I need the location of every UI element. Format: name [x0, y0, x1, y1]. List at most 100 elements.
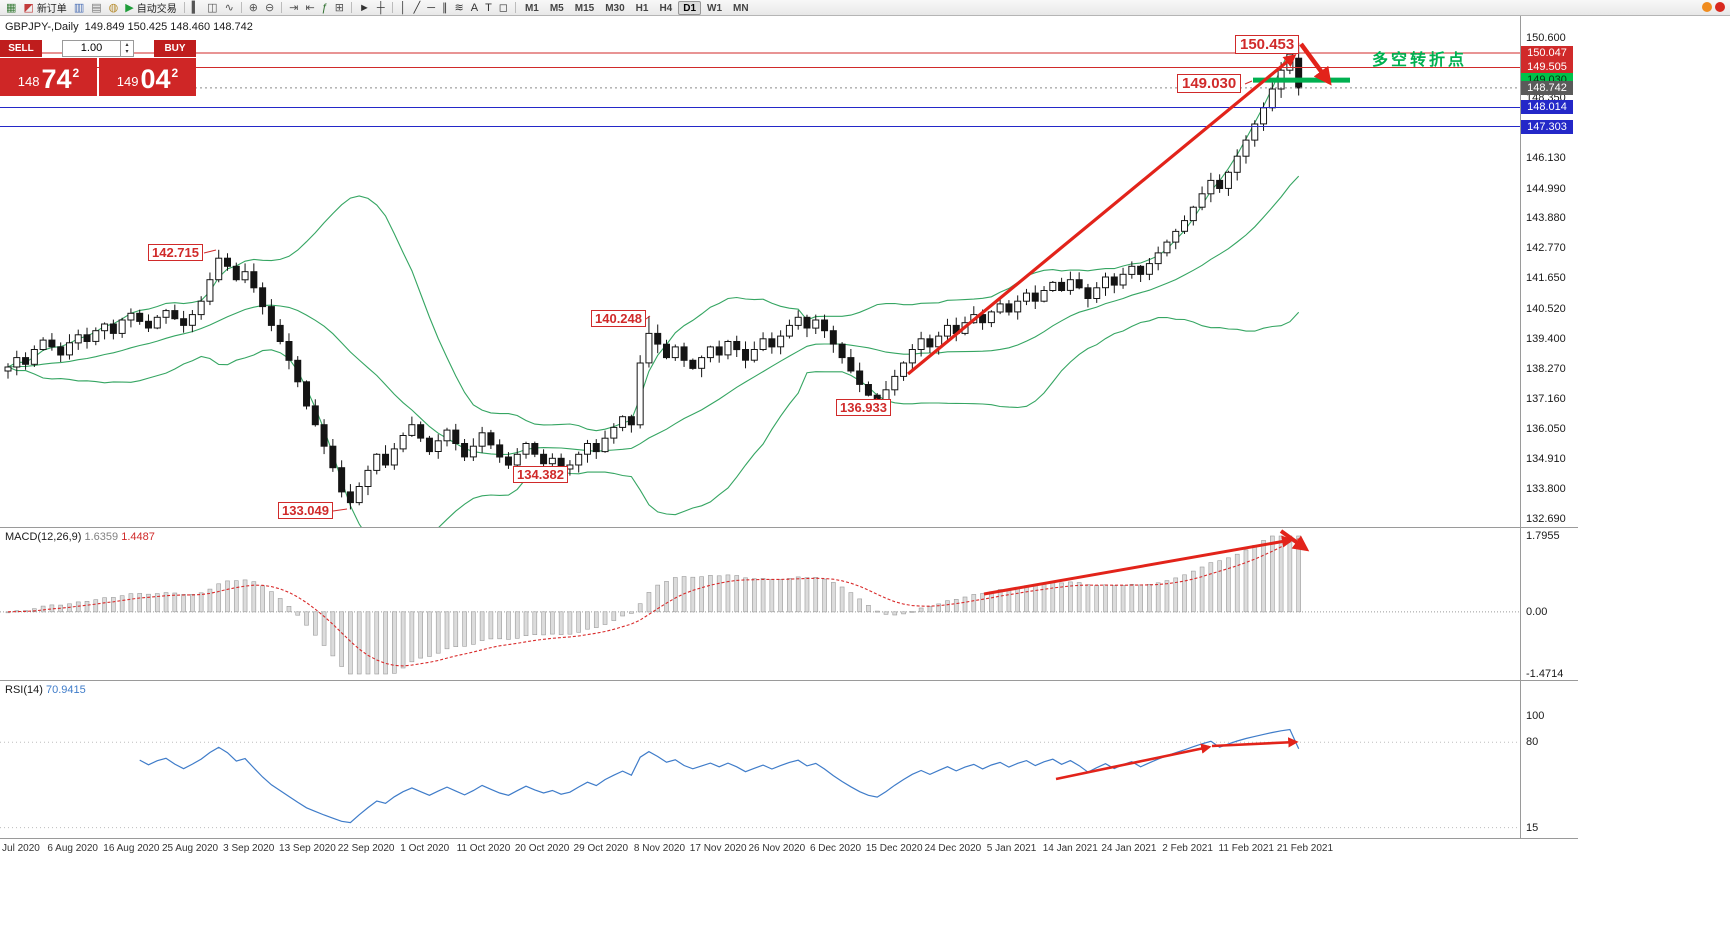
volume-input[interactable]: 1.00 ▴ ▾: [62, 40, 134, 57]
rsi-line: [139, 728, 1300, 824]
toolbar-separator: [183, 2, 185, 13]
timeframe-mn-button[interactable]: MN: [733, 2, 749, 14]
price-tick: 140.520: [1526, 302, 1566, 315]
volume-down-icon[interactable]: ▾: [125, 48, 129, 55]
buy-price-pips: 04: [140, 64, 171, 94]
panel-separator[interactable]: [0, 527, 1578, 528]
panel-separator[interactable]: [0, 680, 1578, 681]
price-label-blue: 148.014: [1521, 100, 1573, 115]
macd-label: MACD(12,26,9) 1.6359 1.4487: [5, 531, 155, 543]
new-order-button[interactable]: ◩ 新订单: [20, 1, 69, 16]
buy-price-frac: 2: [171, 66, 179, 80]
date-label: 2 Feb 2021: [1162, 843, 1213, 854]
trend-arrow[interactable]: [983, 535, 1294, 596]
candlestick-chart-button[interactable]: ◫: [204, 1, 220, 15]
fibonacci-button[interactable]: ≋: [452, 1, 467, 15]
timeframe-h1-button[interactable]: H1: [635, 2, 649, 14]
profiles-button[interactable]: ▥: [71, 1, 87, 15]
rsi-axis-tick: 80: [1526, 736, 1539, 749]
date-label: 5 Jan 2021: [986, 843, 1037, 854]
timeframe-m30-button[interactable]: M30: [605, 2, 625, 14]
zoom-in-button[interactable]: ⊕: [246, 1, 261, 15]
sound-alert-button[interactable]: ◍: [106, 1, 122, 15]
tile-windows-button[interactable]: ⊞: [332, 1, 347, 15]
date-label: 24 Jan 2021: [1101, 843, 1157, 854]
rsi-panel[interactable]: [0, 681, 1578, 838]
bollinger-bands: [7, 39, 1300, 527]
macd-panel[interactable]: [0, 528, 1578, 680]
autotrading-button[interactable]: ▶ 自动交易: [122, 1, 179, 16]
trend-arrow[interactable]: [1279, 529, 1310, 552]
trend-arrow[interactable]: [1055, 743, 1212, 781]
equidistant-channel-button[interactable]: ∥: [439, 1, 451, 15]
indicators-button[interactable]: ƒ: [319, 1, 331, 15]
price-tick: 141.650: [1526, 272, 1566, 285]
bar-chart-button[interactable]: ▍: [189, 1, 203, 15]
crosshair-button[interactable]: ┼: [374, 1, 388, 15]
date-label: 22 Sep 2020: [337, 843, 395, 854]
timeframe-m15-button[interactable]: M15: [574, 2, 595, 14]
new-order-icon: ◩: [23, 1, 34, 14]
chart-shift-button[interactable]: ⇤: [302, 1, 317, 15]
one-click-trading-panel: SELL 1.00 ▴ ▾ BUY 148 74 2 149 04 2: [0, 40, 196, 96]
sell-button[interactable]: SELL: [0, 40, 42, 57]
price-chart[interactable]: [0, 16, 1578, 527]
new-order-label: 新订单: [36, 4, 67, 15]
timeframe-m5-button[interactable]: M5: [549, 2, 564, 14]
cursor-icon: ►: [359, 1, 370, 14]
horizontal-line-icon: ─: [427, 1, 435, 14]
trendline-button[interactable]: ╱: [411, 1, 424, 15]
shapes-button[interactable]: ◻: [496, 1, 511, 15]
zoom-out-button[interactable]: ⊖: [262, 1, 277, 15]
date-label: 24 Dec 2020: [924, 843, 982, 854]
notification-icon-orange[interactable]: [1702, 2, 1712, 12]
trendline-icon: ╱: [413, 1, 421, 14]
volume-stepper[interactable]: ▴ ▾: [120, 41, 133, 56]
indicators-icon: ƒ: [321, 1, 328, 14]
charts-list-button[interactable]: ▤: [88, 1, 104, 15]
sell-price-button[interactable]: 148 74 2: [0, 58, 97, 96]
notification-icons[interactable]: [1702, 2, 1725, 12]
line-chart-icon: ∿: [224, 1, 234, 14]
trend-arrow[interactable]: [906, 53, 1297, 376]
timeframe-m1-button[interactable]: M1: [524, 2, 539, 14]
price-label-blue: 147.303: [1521, 119, 1573, 134]
price-label-red: 150.047: [1521, 45, 1573, 60]
line-chart-button[interactable]: ∿: [222, 1, 237, 15]
price-callout: 140.248: [591, 310, 646, 327]
new-chart-button[interactable]: ▦: [3, 1, 19, 15]
price-tick: 139.400: [1526, 332, 1566, 345]
price-label-red: 149.505: [1521, 60, 1573, 75]
sell-price-main: 148: [17, 74, 40, 89]
timeframe-w1-button[interactable]: W1: [707, 2, 723, 14]
cursor-button[interactable]: ►: [356, 1, 373, 15]
date-label: 16 Aug 2020: [103, 843, 160, 854]
candlestick-chart-icon: ◫: [207, 1, 218, 14]
buy-button[interactable]: BUY: [154, 40, 196, 57]
volume-value[interactable]: 1.00: [80, 42, 103, 54]
price-tick: 150.600: [1526, 32, 1566, 45]
zoom-out-icon: ⊖: [265, 1, 275, 14]
trend-arrow[interactable]: [1299, 42, 1332, 86]
text-button[interactable]: A: [468, 1, 481, 15]
timeframe-h4-button[interactable]: H4: [659, 2, 673, 14]
chinese-annotation: 多空转折点: [1372, 52, 1468, 69]
trend-arrow[interactable]: [1211, 737, 1299, 748]
date-label: 6 Aug 2020: [47, 843, 98, 854]
macd-main-value: 1.6359: [84, 531, 119, 543]
volume-up-icon[interactable]: ▴: [125, 41, 129, 48]
text-label-button[interactable]: T: [482, 1, 495, 15]
buy-price-button[interactable]: 149 04 2: [99, 58, 196, 96]
date-label: 26 Nov 2020: [748, 843, 806, 854]
price-tick: 137.160: [1526, 392, 1566, 405]
horizontal-line-button[interactable]: ─: [424, 1, 438, 15]
date-label: 15 Dec 2020: [865, 843, 923, 854]
auto-scroll-button[interactable]: ⇥: [286, 1, 301, 15]
timeframe-d1-button[interactable]: D1: [678, 0, 702, 15]
chart-shift-icon: ⇤: [305, 1, 315, 14]
vertical-line-button[interactable]: │: [397, 1, 410, 15]
date-label: 25 Aug 2020: [161, 843, 219, 854]
notification-icon-red[interactable]: [1715, 2, 1725, 12]
